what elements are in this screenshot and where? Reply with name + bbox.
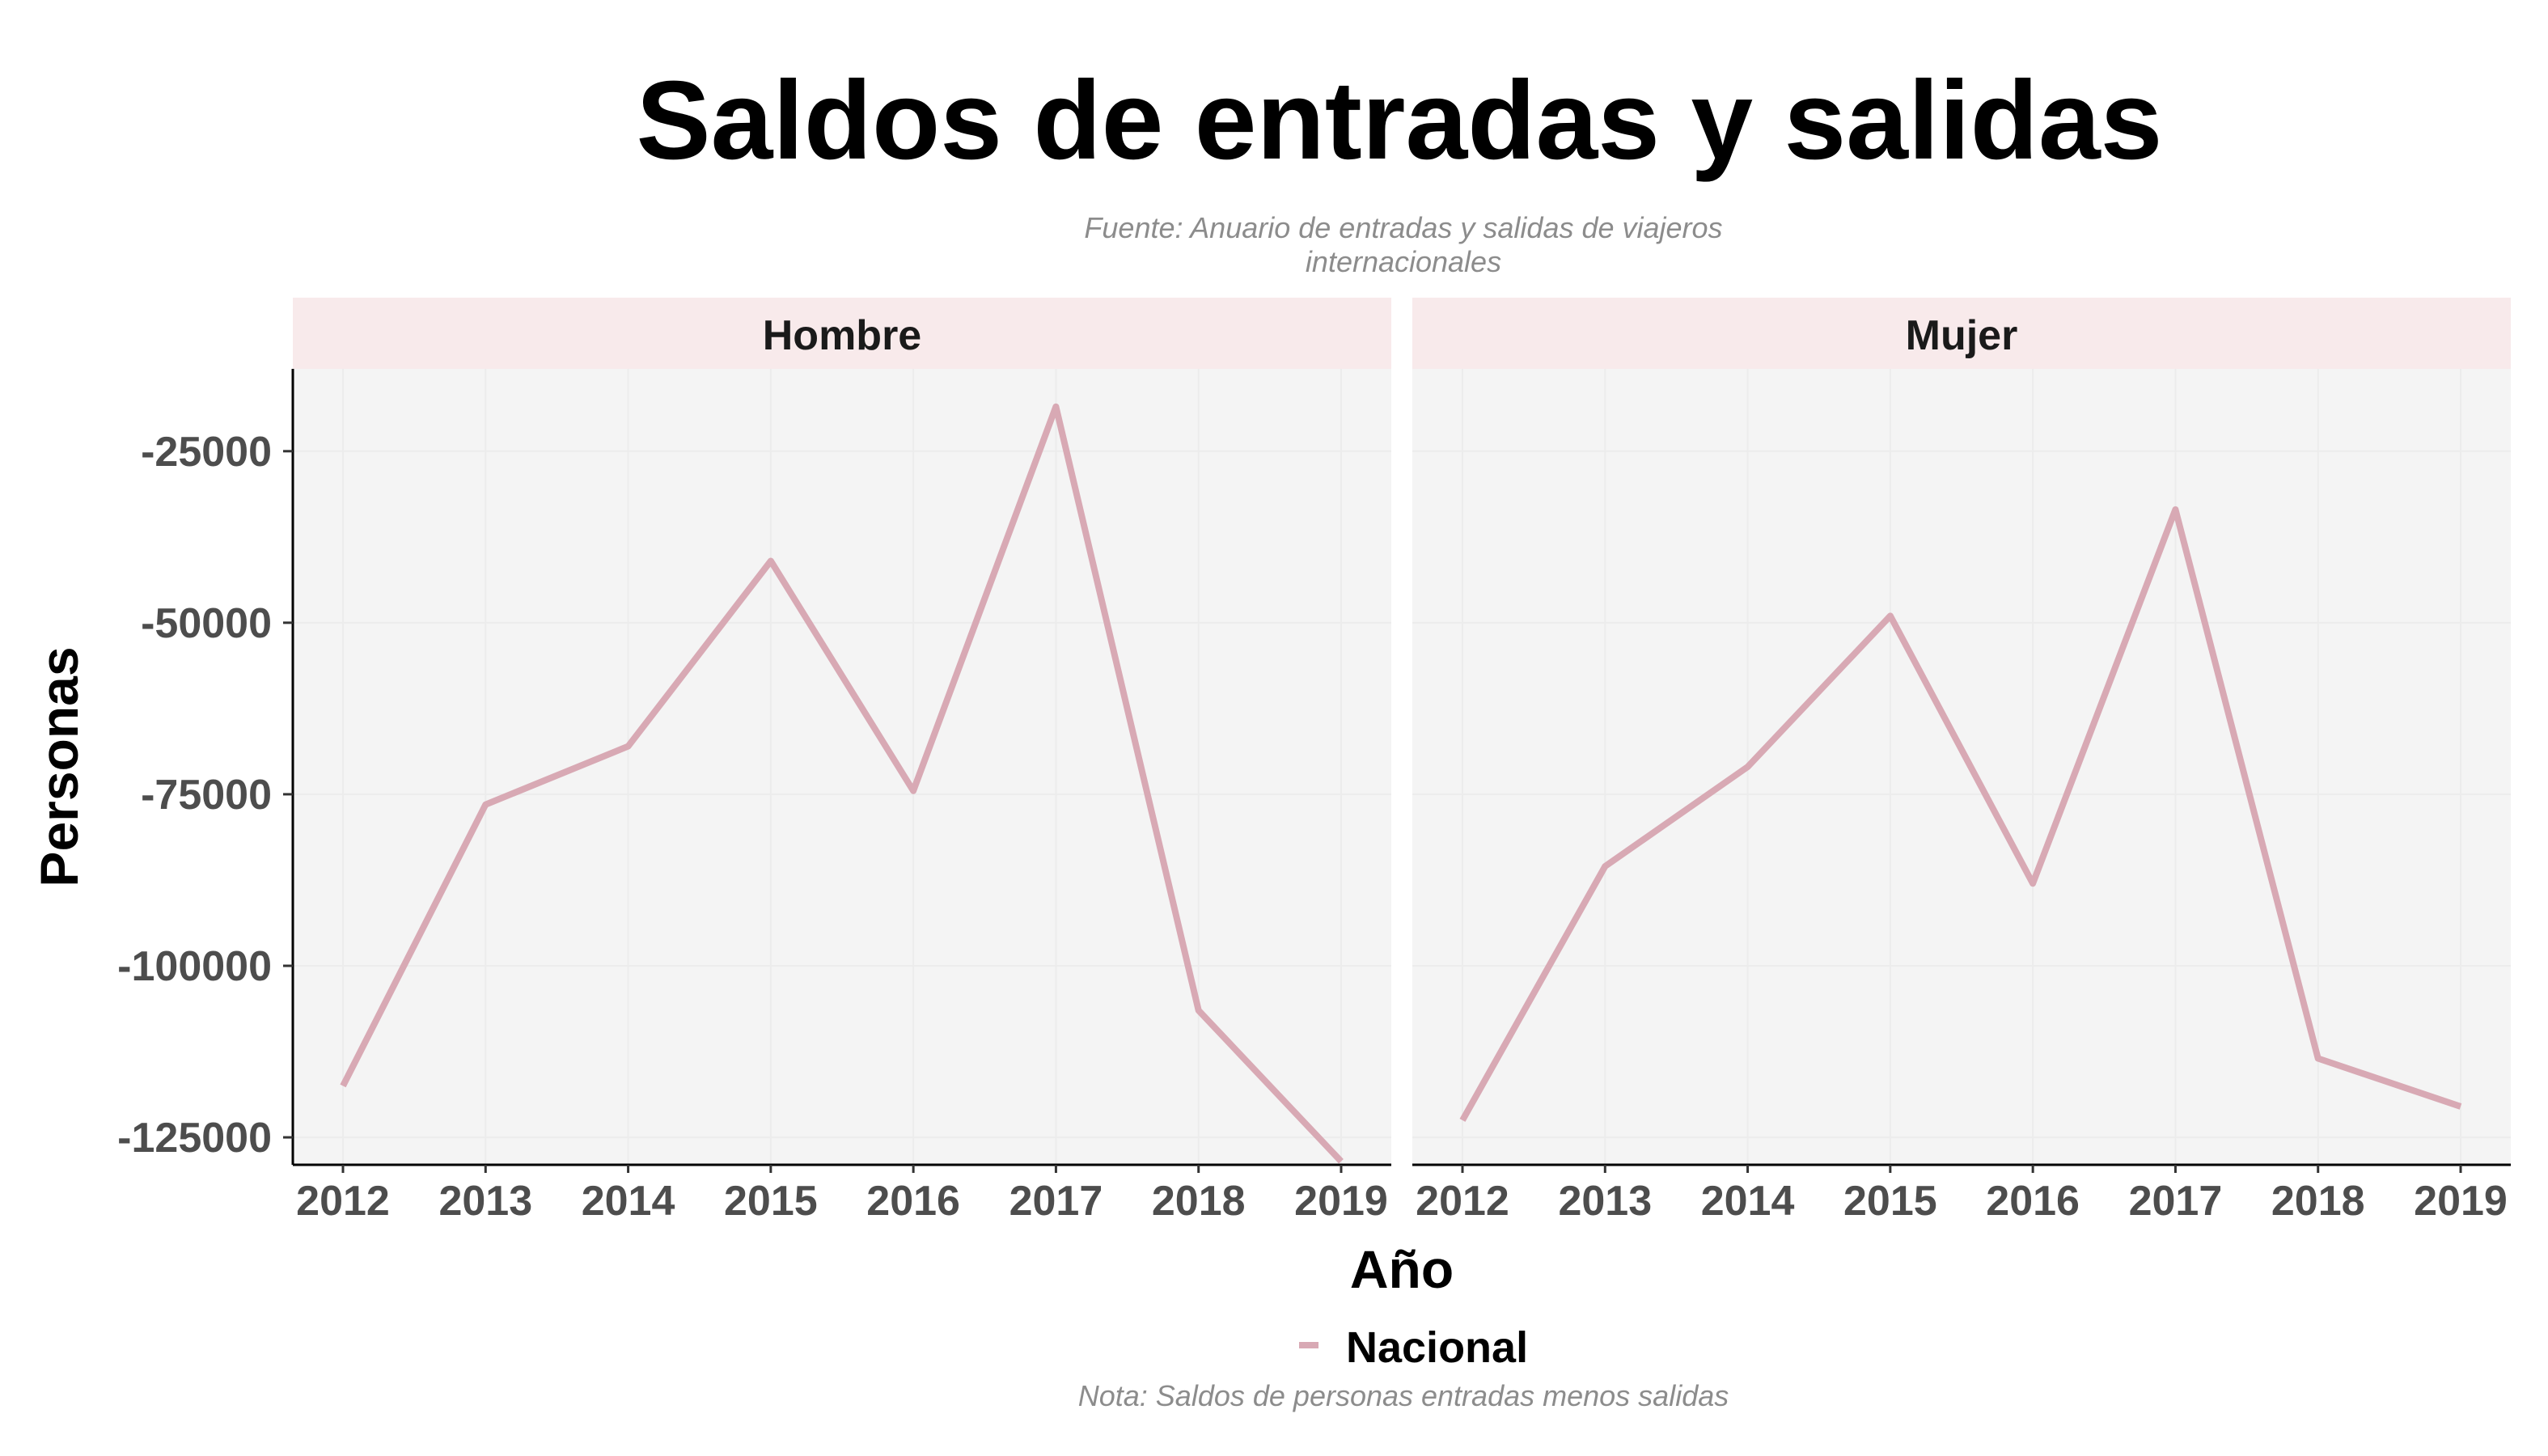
chart-subtitle-line-1: Fuente: Anuario de entradas y salidas de…	[1084, 211, 1722, 244]
y-tick-label: -125000	[117, 1115, 272, 1162]
x-tick-label: 2014	[1701, 1178, 1795, 1225]
x-tick-label: 2019	[1294, 1178, 1388, 1225]
series-line-nacional	[340, 403, 1344, 1164]
x-tick-label: 2015	[1843, 1178, 1937, 1225]
x-tick-label: 2018	[1152, 1178, 1246, 1225]
x-ticks-hombre: 2012 2013 2014 2015 2016 2017 2018 2019	[296, 1165, 1388, 1225]
plot-background-mujer	[1412, 369, 2511, 1165]
x-tick-label: 2017	[2129, 1178, 2223, 1225]
chart-subtitle-line-2: internacionales	[1306, 245, 1501, 278]
x-tick-label: 2012	[1416, 1178, 1509, 1225]
strip-label-hombre: Hombre	[763, 312, 921, 359]
series-group-mujer	[1459, 506, 2462, 1122]
x-tick-label: 2013	[438, 1178, 532, 1225]
x-tick-label: 2016	[1986, 1178, 2080, 1225]
series-group-hombre	[340, 403, 1344, 1164]
y-tick-label: -50000	[141, 600, 272, 647]
y-tick-label: -25000	[141, 429, 272, 476]
y-ticks: -25000 -50000 -75000 -100000 -125000	[117, 429, 293, 1162]
chart-caption: Nota: Saldos de personas entradas menos …	[1078, 1379, 1729, 1412]
plot-background-hombre	[293, 369, 1391, 1165]
series-line-nacional	[1459, 506, 2462, 1122]
gridlines-mujer	[1412, 369, 2511, 1165]
x-tick-label: 2014	[582, 1178, 675, 1225]
legend: Nacional	[1299, 1323, 1528, 1372]
panel-mujer: Mujer 2012 2013 2014 2015 2016 2017 2018 2019	[1412, 298, 2511, 1225]
strip-hombre	[293, 298, 1391, 369]
y-tick-label: -75000	[141, 772, 272, 819]
x-tick-label: 2015	[724, 1178, 818, 1225]
gridlines-hombre	[293, 369, 1391, 1165]
x-ticks-mujer: 2012 2013 2014 2015 2016 2017 2018 2019	[1416, 1165, 2508, 1225]
y-tick-label: -100000	[117, 943, 272, 990]
y-axis-title: Personas	[29, 646, 89, 887]
x-tick-label: 2016	[866, 1178, 960, 1225]
panel-hombre: Hombre 2012 2013 2014 2015 2016 2017 2018 2019	[291, 298, 1391, 1225]
x-tick-label: 2018	[2271, 1178, 2365, 1225]
legend-label-nacional: Nacional	[1346, 1323, 1528, 1372]
x-tick-label: 2017	[1009, 1178, 1103, 1225]
x-tick-label: 2013	[1558, 1178, 1652, 1225]
x-tick-label: 2012	[296, 1178, 390, 1225]
strip-mujer	[1412, 298, 2511, 369]
x-tick-label: 2019	[2414, 1178, 2508, 1225]
chart-title: Saldos de entradas y salidas	[637, 58, 2163, 183]
x-axis-title: Año	[1350, 1239, 1454, 1299]
strip-label-mujer: Mujer	[1906, 312, 2018, 359]
